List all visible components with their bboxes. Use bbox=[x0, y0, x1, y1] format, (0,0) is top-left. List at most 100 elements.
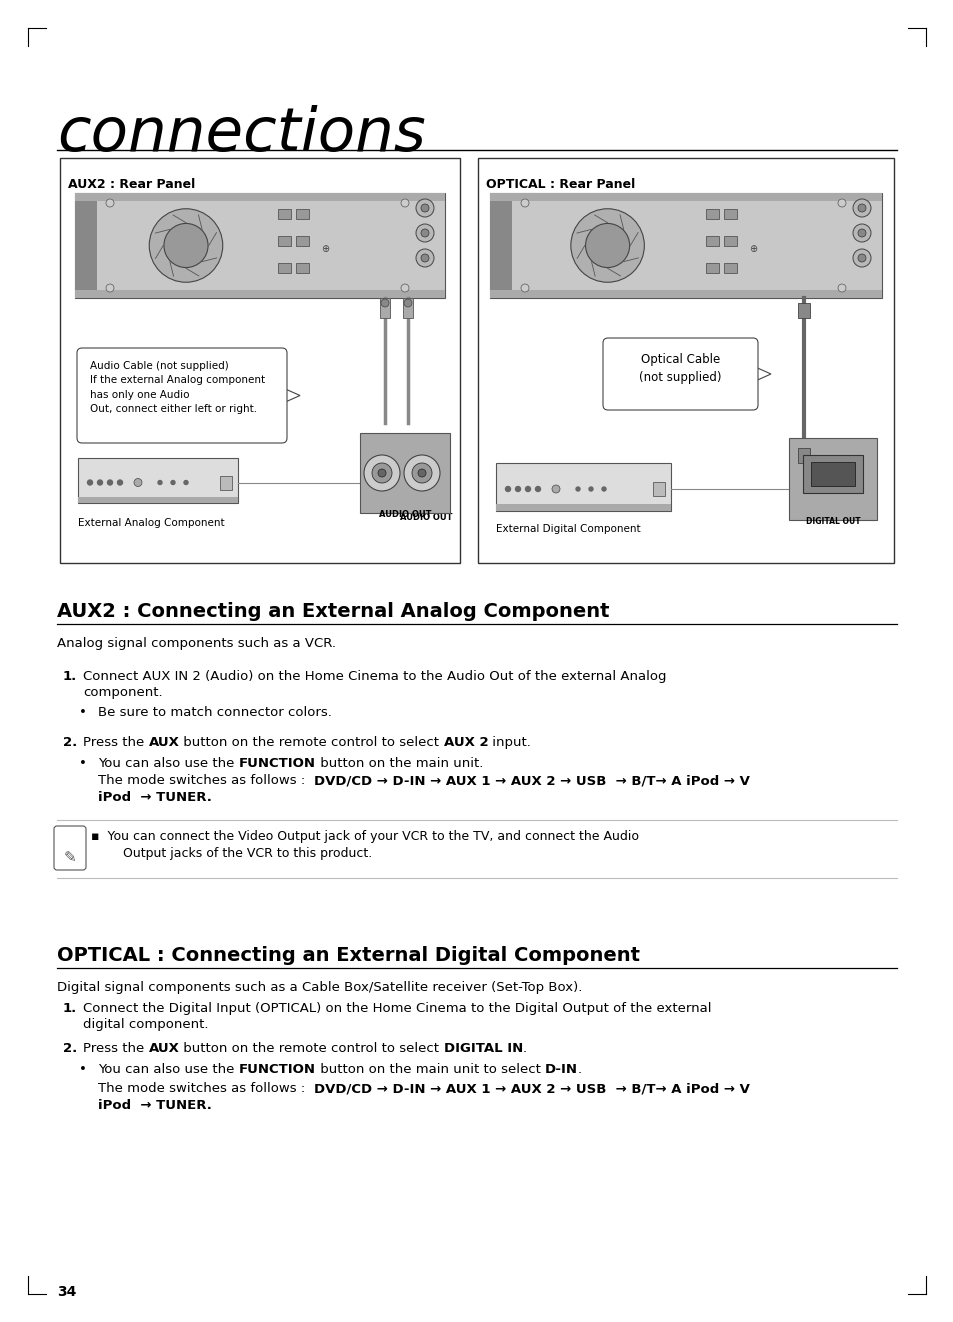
Bar bbox=[278, 263, 292, 274]
Bar bbox=[402, 297, 413, 319]
Circle shape bbox=[158, 480, 162, 484]
Text: ▪  You can connect the Video Output jack of your VCR to the TV, and connect the : ▪ You can connect the Video Output jack … bbox=[91, 830, 639, 843]
Text: (not supplied): (not supplied) bbox=[639, 371, 721, 383]
Circle shape bbox=[420, 204, 429, 212]
Text: 1.: 1. bbox=[63, 1002, 77, 1015]
Text: digital component.: digital component. bbox=[83, 1018, 209, 1031]
Bar bbox=[278, 209, 292, 219]
FancyBboxPatch shape bbox=[54, 826, 86, 870]
Circle shape bbox=[400, 284, 409, 292]
Circle shape bbox=[184, 480, 188, 484]
Bar bbox=[296, 237, 309, 246]
Text: Output jacks of the VCR to this product.: Output jacks of the VCR to this product. bbox=[91, 847, 372, 861]
Circle shape bbox=[417, 469, 426, 477]
Text: Analog signal components such as a VCR.: Analog signal components such as a VCR. bbox=[57, 637, 335, 650]
Circle shape bbox=[88, 480, 92, 485]
Text: •: • bbox=[79, 758, 87, 769]
Text: button on the main unit.: button on the main unit. bbox=[315, 758, 482, 769]
Circle shape bbox=[364, 455, 399, 490]
Circle shape bbox=[372, 463, 392, 483]
Text: ⊕: ⊕ bbox=[748, 243, 757, 254]
FancyBboxPatch shape bbox=[77, 348, 287, 443]
Circle shape bbox=[857, 229, 865, 237]
Circle shape bbox=[106, 200, 113, 208]
Circle shape bbox=[416, 200, 434, 217]
Circle shape bbox=[515, 486, 520, 492]
Text: input.: input. bbox=[488, 736, 531, 750]
Text: •: • bbox=[79, 1063, 87, 1076]
Bar bbox=[78, 457, 237, 502]
Text: You can also use the: You can also use the bbox=[98, 758, 238, 769]
Circle shape bbox=[380, 299, 389, 307]
Bar bbox=[477, 159, 893, 563]
Bar bbox=[75, 193, 444, 297]
Circle shape bbox=[588, 486, 593, 490]
Circle shape bbox=[857, 204, 865, 212]
Text: The mode switches as follows :: The mode switches as follows : bbox=[98, 1081, 314, 1095]
Circle shape bbox=[576, 486, 579, 490]
Text: •: • bbox=[79, 706, 87, 719]
Bar bbox=[797, 303, 809, 319]
Bar bbox=[220, 476, 232, 489]
Circle shape bbox=[400, 200, 409, 208]
Circle shape bbox=[570, 209, 643, 283]
Text: AUX: AUX bbox=[149, 1042, 179, 1055]
Text: You can also use the: You can also use the bbox=[98, 1063, 238, 1076]
Bar bbox=[75, 193, 444, 201]
Circle shape bbox=[420, 254, 429, 262]
Bar bbox=[797, 448, 809, 463]
Circle shape bbox=[117, 480, 122, 485]
Text: OPTICAL : Rear Panel: OPTICAL : Rear Panel bbox=[485, 178, 635, 190]
Bar bbox=[705, 237, 718, 246]
Text: DVD/CD → D-IN → AUX 1 → AUX 2 → USB  → B/T→ A iPod → V: DVD/CD → D-IN → AUX 1 → AUX 2 → USB → B/… bbox=[314, 773, 749, 787]
Bar bbox=[278, 237, 292, 246]
Text: AUDIO OUT: AUDIO OUT bbox=[399, 513, 452, 522]
Text: component.: component. bbox=[83, 686, 162, 699]
Circle shape bbox=[520, 284, 529, 292]
Text: 1.: 1. bbox=[63, 670, 77, 683]
Circle shape bbox=[412, 463, 432, 483]
Circle shape bbox=[585, 223, 629, 267]
Circle shape bbox=[171, 480, 174, 484]
Circle shape bbox=[416, 223, 434, 242]
Text: FUNCTION: FUNCTION bbox=[238, 1063, 315, 1076]
Text: The mode switches as follows :: The mode switches as follows : bbox=[98, 773, 314, 787]
FancyBboxPatch shape bbox=[602, 338, 758, 410]
Bar bbox=[496, 463, 670, 512]
Text: DIGITAL OUT: DIGITAL OUT bbox=[805, 517, 860, 526]
Circle shape bbox=[837, 284, 845, 292]
Bar bbox=[78, 497, 237, 502]
Circle shape bbox=[535, 486, 540, 492]
Text: Audio Cable (not supplied)
If the external Analog component
has only one Audio
O: Audio Cable (not supplied) If the extern… bbox=[90, 361, 265, 414]
Text: AUX: AUX bbox=[149, 736, 179, 750]
Text: Digital signal components such as a Cable Box/Satellite receiver (Set-Top Box).: Digital signal components such as a Cabl… bbox=[57, 981, 581, 994]
Text: D-IN: D-IN bbox=[544, 1063, 578, 1076]
Bar bbox=[75, 290, 444, 297]
Text: External Digital Component: External Digital Component bbox=[496, 524, 640, 534]
Text: ✎: ✎ bbox=[64, 850, 76, 865]
Text: Connect the Digital Input (OPTICAL) on the Home Cinema to the Digital Output of : Connect the Digital Input (OPTICAL) on t… bbox=[83, 1002, 711, 1015]
Bar bbox=[705, 209, 718, 219]
Text: Press the: Press the bbox=[83, 1042, 149, 1055]
Bar bbox=[722, 237, 736, 246]
Polygon shape bbox=[282, 387, 299, 403]
Text: The mode switches as follows :: The mode switches as follows : bbox=[98, 1073, 314, 1087]
Circle shape bbox=[852, 223, 870, 242]
Text: AUX2 : Connecting an External Analog Component: AUX2 : Connecting an External Analog Com… bbox=[57, 602, 609, 621]
Circle shape bbox=[857, 254, 865, 262]
Text: Connect AUX IN 2 (Audio) on the Home Cinema to the Audio Out of the external Ana: Connect AUX IN 2 (Audio) on the Home Cin… bbox=[83, 670, 666, 683]
Text: button on the main unit to select: button on the main unit to select bbox=[315, 1063, 544, 1076]
Bar bbox=[296, 209, 309, 219]
Text: External Analog Component: External Analog Component bbox=[78, 518, 224, 527]
Text: AUX2 : Rear Panel: AUX2 : Rear Panel bbox=[68, 178, 195, 190]
Text: Press the: Press the bbox=[83, 736, 149, 750]
Bar bbox=[496, 504, 670, 512]
Text: button on the remote control to select: button on the remote control to select bbox=[179, 736, 443, 750]
Circle shape bbox=[852, 249, 870, 267]
Text: iPod  → TUNER.: iPod → TUNER. bbox=[98, 1099, 212, 1112]
Text: button on the remote control to select: button on the remote control to select bbox=[179, 1042, 443, 1055]
Bar bbox=[722, 263, 736, 274]
Bar bbox=[379, 297, 390, 319]
Circle shape bbox=[552, 485, 559, 493]
Circle shape bbox=[505, 486, 510, 492]
